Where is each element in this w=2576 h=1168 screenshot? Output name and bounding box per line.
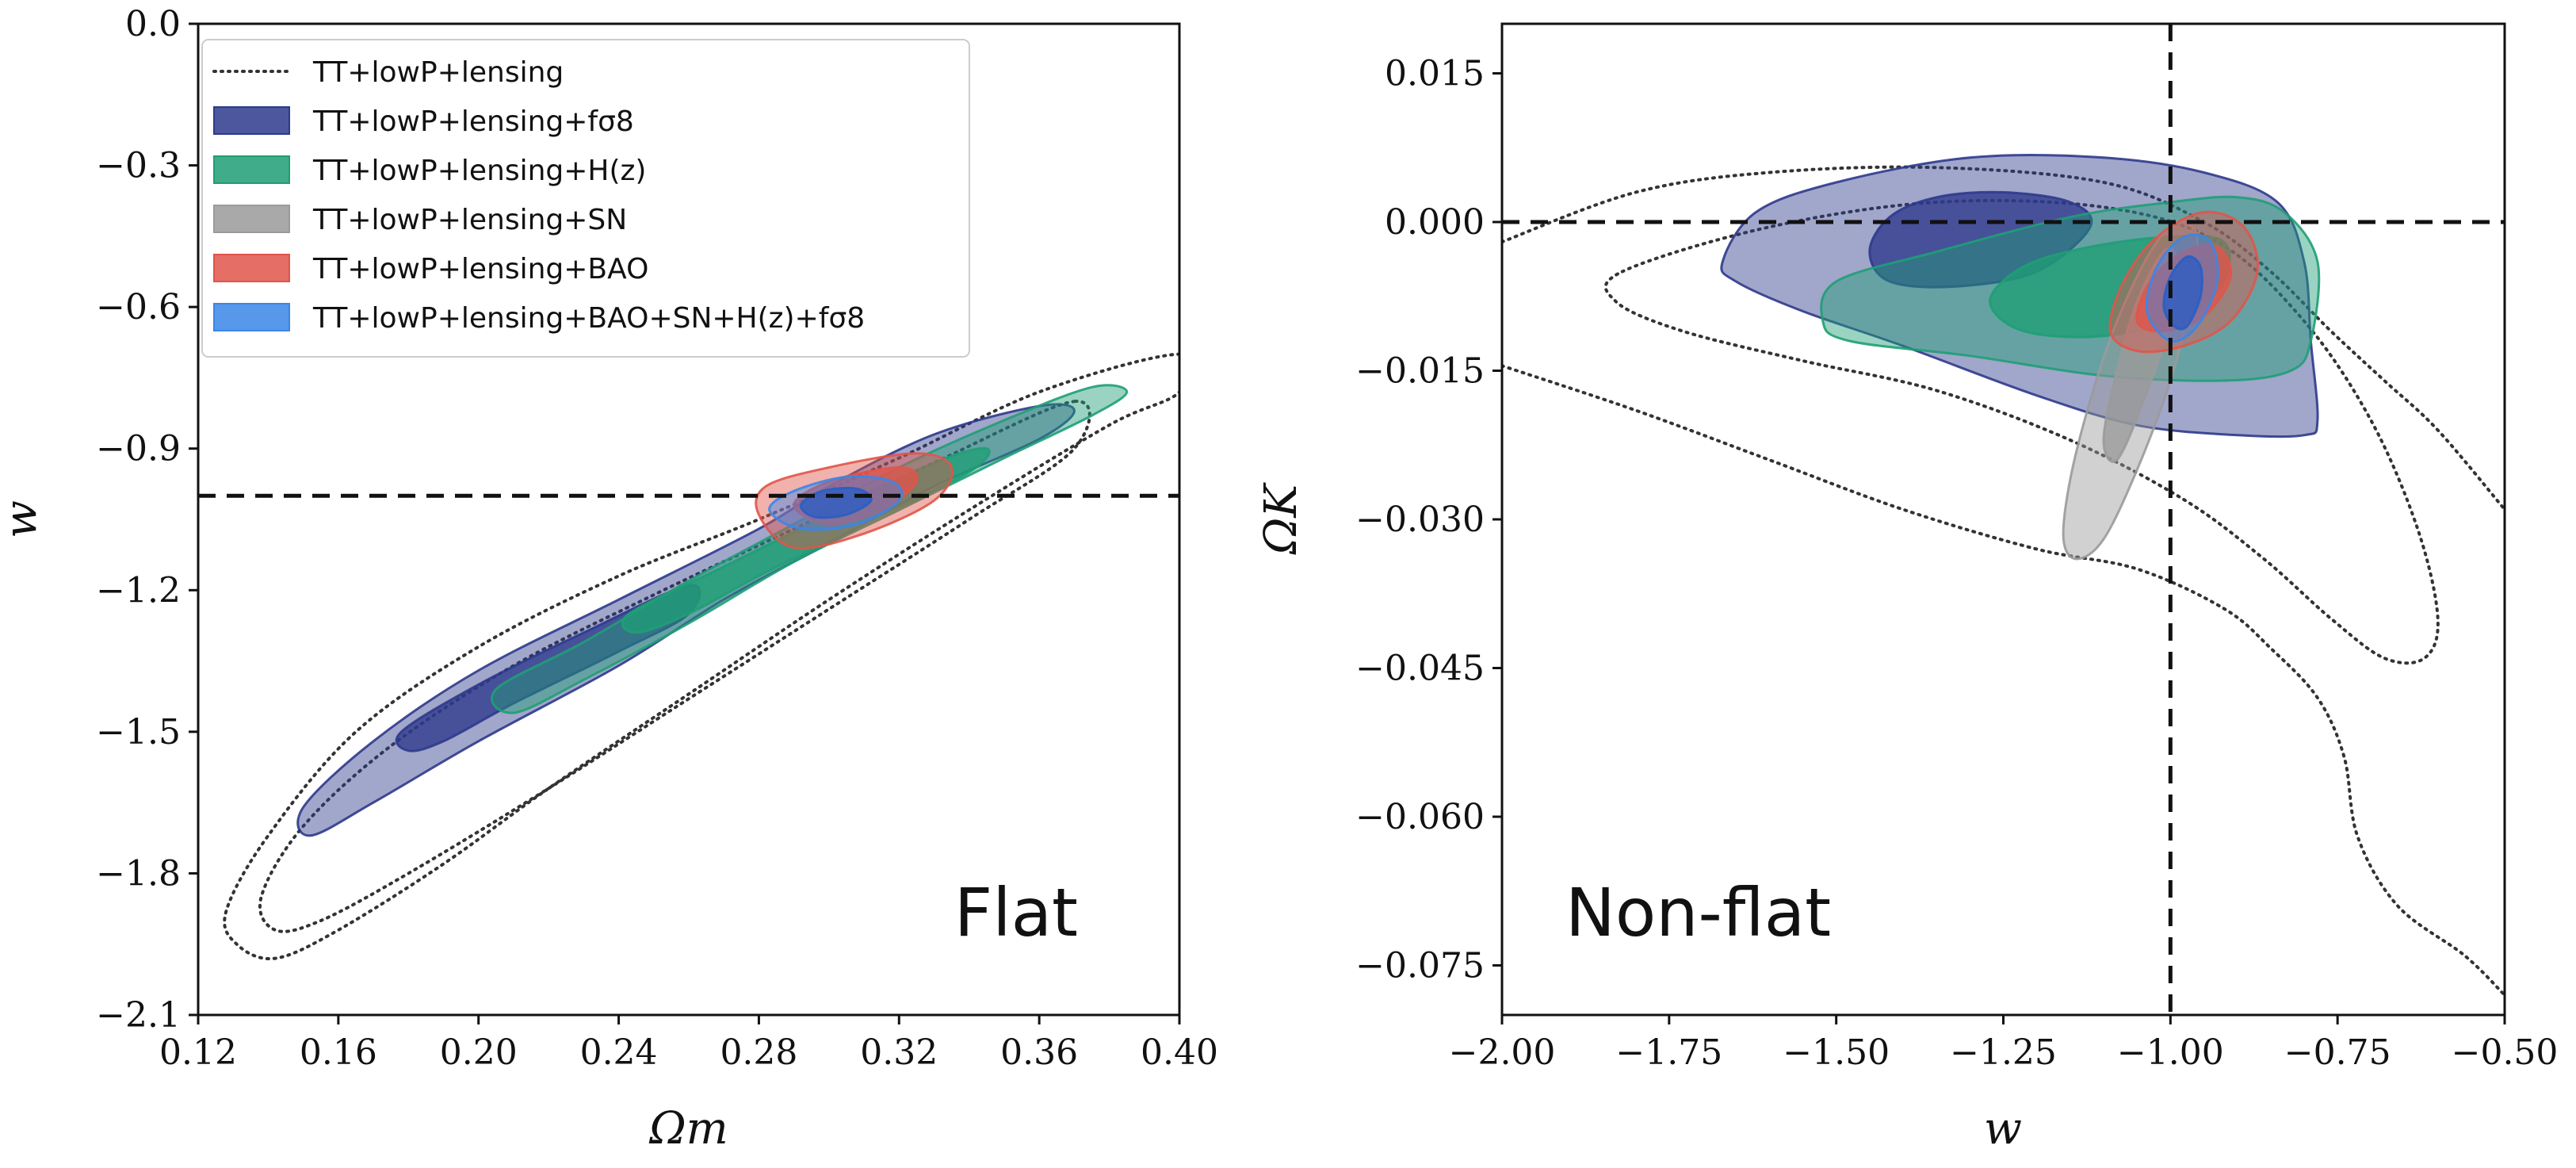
legend-entry: TT+lowP+lensing+BAO+SN+H(z)+fσ8 [213, 302, 865, 335]
nonflat-x-tick-label: −2.00 [1449, 1032, 1556, 1073]
flat-y-ticks: 0.0 −0.3 −0.6 −0.9 −1.2 −1.5 −1.8 −2.1 [96, 4, 198, 1036]
legend-swatch [213, 155, 290, 184]
legend-entry: TT+lowP+lensing+fσ8 [213, 105, 634, 138]
flat-y-tick-label: −0.3 [96, 146, 181, 186]
flat-x-tick-label: 0.36 [1000, 1032, 1078, 1073]
nonflat-y-ticks: 0.015 0.000 −0.015 −0.030 −0.045 −0.060 −0.075 [1355, 54, 1502, 986]
flat-x-tick-label: 0.24 [580, 1032, 658, 1073]
flat-y-tick-label: 0.0 [125, 4, 181, 44]
flat-y-tick-label: −0.9 [96, 429, 181, 469]
legend-label: TT+lowP+lensing+SN [312, 204, 627, 236]
nonflat-panel: −2.00 −1.75 −1.50 −1.25 −1.00 −0.75 −0.50 0.01… [1256, 22, 2559, 1155]
flat-x-tick-label: 0.28 [720, 1032, 797, 1073]
legend-swatch [213, 254, 290, 282]
nonflat-x-axis-title: w [1984, 1103, 2022, 1155]
flat-x-tick-label: 0.16 [300, 1032, 377, 1073]
flat-panel: 0.12 0.16 0.20 0.24 0.28 0.32 0.36 0.40 0.0 −0.3… [0, 4, 1218, 1155]
legend-swatch [213, 205, 290, 233]
flat-plot-frame [197, 22, 1181, 1017]
nonflat-contour-tt-lowp-lensing-bao-sn-h-z-f-8-1 [2162, 255, 2203, 331]
nonflat-x-tick-label: −0.50 [2452, 1032, 2559, 1073]
nonflat-reference-lines [1502, 24, 2505, 1015]
flat-x-ticks: 0.12 0.16 0.20 0.24 0.28 0.32 0.36 0.40 [159, 1015, 1218, 1073]
flat-x-axis-title: Ωm [648, 1103, 728, 1155]
flat-y-tick-label: −2.1 [96, 995, 181, 1036]
legend-entry: TT+lowP+lensing [212, 56, 564, 89]
flat-x-tick-label: 0.20 [440, 1032, 518, 1073]
flat-x-tick-label: 0.12 [159, 1032, 237, 1073]
nonflat-y-tick-label: −0.030 [1355, 500, 1485, 540]
legend-label: TT+lowP+lensing+BAO [312, 253, 648, 285]
nonflat-y-axis-title: ΩK [1256, 482, 1307, 555]
nonflat-contour-tt-lowp-lensing-outer [1502, 165, 2505, 511]
nonflat-x-tick-label: −0.75 [2284, 1032, 2391, 1073]
flat-panel-label: Flat [954, 874, 1078, 952]
nonflat-x-tick-label: −1.75 [1615, 1032, 1722, 1073]
legend-swatch [213, 106, 290, 135]
nonflat-y-tick-label: −0.015 [1355, 351, 1485, 392]
flat-y-tick-label: −0.6 [96, 287, 181, 327]
nonflat-contour-tt-lowp-lensing-outerlower [1502, 364, 2505, 997]
legend-swatch [213, 303, 290, 331]
flat-y-tick-label: −1.8 [96, 853, 181, 894]
legend-box [201, 39, 970, 358]
flat-y-tick-label: −1.2 [96, 570, 181, 611]
legend: TT+lowP+lensing TT+lowP+lensing+fσ8 TT+low… [201, 39, 970, 358]
nonflat-y-tick-label: 0.015 [1385, 54, 1485, 94]
flat-y-axis-title: w [0, 500, 47, 538]
nonflat-x-ticks: −2.00 −1.75 −1.50 −1.25 −1.00 −0.75 −0.50 [1449, 1015, 2559, 1073]
legend-label: TT+lowP+lensing [312, 56, 564, 89]
nonflat-x-tick-label: −1.00 [2117, 1032, 2224, 1073]
legend-label: TT+lowP+lensing+H(z) [312, 155, 646, 187]
nonflat-panel-label: Non-flat [1565, 874, 1831, 952]
nonflat-y-tick-label: −0.075 [1355, 946, 1485, 986]
nonflat-y-tick-label: −0.045 [1355, 649, 1485, 689]
legend-entry: TT+lowP+lensing+H(z) [213, 155, 646, 187]
nonflat-x-tick-label: −1.25 [1950, 1032, 2057, 1073]
flat-x-tick-label: 0.40 [1141, 1032, 1218, 1073]
legend-entry: TT+lowP+lensing+BAO [213, 253, 648, 285]
legend-label: TT+lowP+lensing+fσ8 [312, 105, 634, 138]
flat-x-tick-label: 0.32 [860, 1032, 938, 1073]
flat-y-tick-label: −1.5 [96, 712, 181, 752]
nonflat-y-tick-label: 0.000 [1385, 202, 1485, 243]
legend-entry: TT+lowP+lensing+SN [213, 204, 627, 236]
legend-label: TT+lowP+lensing+BAO+SN+H(z)+fσ8 [312, 302, 865, 335]
nonflat-x-tick-label: −1.50 [1783, 1032, 1890, 1073]
nonflat-y-tick-label: −0.060 [1355, 797, 1485, 837]
flat-contour-tt-lowp-lensing-bao-sn-h-z-f-8-1 [799, 486, 873, 519]
